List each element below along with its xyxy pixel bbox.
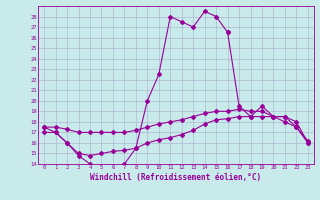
X-axis label: Windchill (Refroidissement éolien,°C): Windchill (Refroidissement éolien,°C)	[91, 173, 261, 182]
